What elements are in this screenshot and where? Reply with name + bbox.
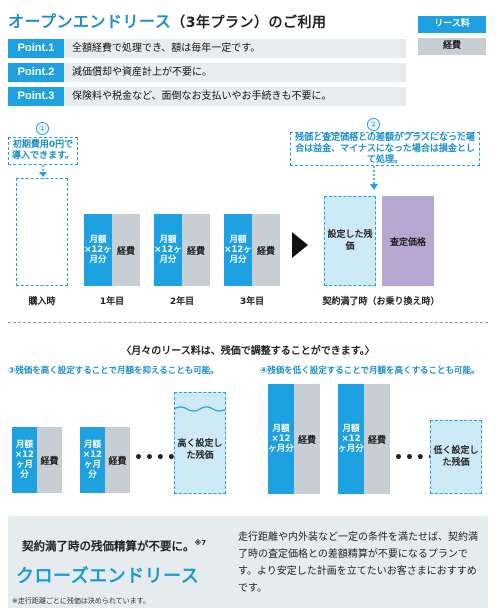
page-title: オープンエンドリース（3年プラン）のご利用	[8, 12, 327, 31]
expense-bar: 経費	[294, 384, 320, 494]
note-number-2: ②	[367, 118, 380, 131]
arrow-down-icon	[39, 165, 47, 177]
adjust-caption: 〈月々のリース料は、残価で調整することができます。〉	[121, 346, 375, 357]
divider	[8, 322, 488, 323]
case-3-bar: 月額×12ヶ月分 経費	[80, 427, 130, 493]
case-3-title: ③残価を高く設定することで月額を抑えることも可能。	[8, 366, 219, 376]
closed-footnote: ※走行距離ごとに残価は決められています。	[12, 597, 150, 605]
point-row-2: Point.2 減価償却や資産計上が不要に。	[8, 63, 406, 82]
lease-fee-bar: 月額×12ヶ月分	[338, 384, 364, 494]
point-tag: Point.3	[8, 87, 64, 106]
period-label: 3年目	[239, 297, 265, 307]
point-row-3: Point.3 保険料や税金など、面倒なお支払いやお手続きも不要に。	[8, 87, 406, 106]
point-text: 全額経費で処理でき、額は毎年一定です。	[72, 43, 261, 54]
legend-lease-fee: リース料	[418, 16, 486, 33]
point-row-1: Point.1 全額経費で処理でき、額は毎年一定です。	[8, 39, 406, 58]
expense-bar: 経費	[182, 214, 210, 286]
play-arrow-icon	[292, 232, 308, 258]
expense-bar: 経費	[105, 427, 130, 493]
purchase-empty-box	[16, 178, 68, 286]
residual-value-box: 設定した残価	[324, 196, 376, 286]
expense-bar: 経費	[252, 214, 280, 286]
expense-bar: 経費	[37, 427, 62, 493]
point-text: 保険料や税金など、面倒なお支払いやお手続きも不要に。	[72, 91, 332, 102]
year-1-bar: 月額×12ヶ月分 経費	[84, 214, 140, 286]
closed-description: 走行距離や内外装など一定の条件を満たせば、契約満了時の査定価格との差額精算が不要…	[238, 532, 478, 594]
point-text: 減価償却や資産計上が不要に。	[72, 67, 212, 78]
wave-break	[174, 406, 226, 412]
closed-headline: 契約満了時の残価精算が不要に。※7	[22, 539, 207, 553]
expense-bar: 経費	[112, 214, 140, 286]
closed-end-lease-panel	[8, 516, 488, 608]
point-tag: Point.2	[8, 63, 64, 82]
lease-fee-bar: 月額×12ヶ月分	[12, 427, 37, 493]
assessed-value-box: 査定価格	[382, 196, 434, 286]
expense-bar: 経費	[364, 384, 390, 494]
note-callout-1: 初期費用0円で導入できます。	[8, 137, 78, 165]
legend-expense: 経費	[418, 38, 486, 55]
note-callout-2: 残価と査定価格との差額がプラスになった場合は益金、マイナスになった場合は損金とし…	[290, 132, 480, 166]
lease-fee-bar: 月額×12ヶ月分	[268, 384, 294, 494]
case-4-title: ④残価を低く設定することで月額を高くすることも可能。	[260, 366, 480, 376]
period-label: 購入時	[28, 297, 56, 307]
lease-fee-bar: 月額×12ヶ月分	[154, 214, 182, 286]
arrow-down-icon	[370, 166, 378, 190]
period-label: 1年目	[99, 297, 125, 307]
lease-fee-bar: 月額×12ヶ月分	[80, 427, 105, 493]
point-tag: Point.1	[8, 39, 64, 58]
ellipsis: •••••	[134, 450, 189, 466]
year-3-bar: 月額×12ヶ月分 経費	[224, 214, 280, 286]
low-residual-box: 低く設定した残価	[430, 420, 482, 494]
period-label: 契約満了時（お乗り換え時）	[322, 297, 440, 307]
case-4-bar: 月額×12ヶ月分 経費	[268, 384, 320, 494]
lease-fee-bar: 月額×12ヶ月分	[224, 214, 252, 286]
note-number-1: ①	[36, 122, 49, 135]
year-2-bar: 月額×12ヶ月分 経費	[154, 214, 210, 286]
period-label: 2年目	[169, 297, 195, 307]
lease-fee-bar: 月額×12ヶ月分	[84, 214, 112, 286]
closed-lease-name: クローズエンドリース	[16, 566, 200, 587]
case-4-bar: 月額×12ヶ月分 経費	[338, 384, 390, 494]
case-3-bar: 月額×12ヶ月分 経費	[12, 427, 62, 493]
